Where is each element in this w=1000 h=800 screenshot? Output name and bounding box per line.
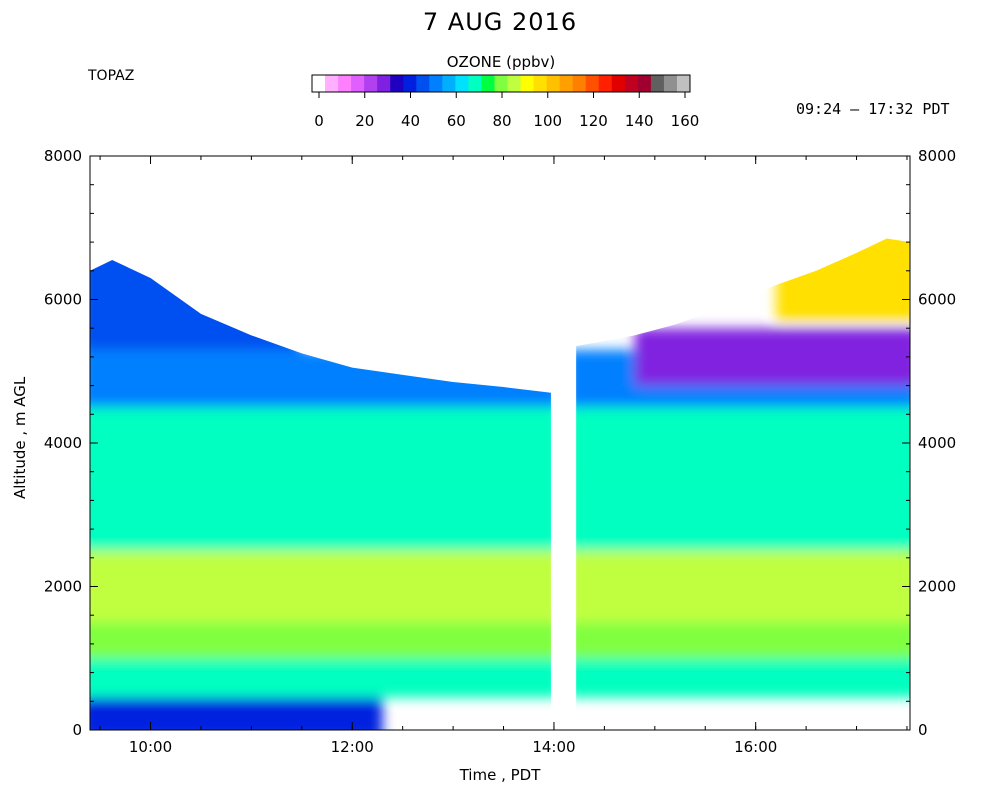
colorbar: 0 20 40 60 80 100 120 140 160 [311,74,700,130]
colorbar-swatch [572,75,587,92]
x-tick-label: 12:00 [331,738,374,756]
colorbar-swatch [559,75,574,92]
x-tick-label: 14:00 [532,738,575,756]
colorbar-tick-label: 120 [579,112,608,130]
colorbar-swatch [455,75,469,92]
colorbar-swatch [533,75,548,92]
colorbar-swatch [624,75,639,92]
colorbar-swatch [611,75,626,92]
y-tick-label-right: 4000 [918,434,956,452]
y-tick-label-right: 8000 [918,147,956,165]
colorbar-tick-label: 20 [355,112,374,130]
colorbar-swatch [364,75,378,92]
ozone-layer [90,407,551,479]
colorbar-swatch [663,75,678,92]
time-range-label: 09:24 – 17:32 PDT [796,100,950,118]
colorbar-frame [311,74,691,93]
colorbar-swatch [312,75,326,92]
curtain-left-segment [90,260,551,730]
ozone-layer [576,658,910,698]
y-tick-label-right: 6000 [918,291,956,309]
ozone-layer [775,238,910,322]
colorbar-swatch [325,75,339,92]
colorbar-swatch [403,75,417,92]
colorbar-swatch [507,75,522,92]
ozone-layer [90,550,551,623]
colorbar-swatch [338,75,352,92]
ozone-layer [90,622,551,659]
ozone-layer [90,478,551,551]
y-tick-label: 2000 [44,578,82,596]
ozone-layer [90,697,383,730]
colorbar-tick-label: 60 [447,112,466,130]
ozone-layer [576,550,910,623]
colorbar-tick-label: 160 [671,112,700,130]
y-tick-label: 4000 [44,434,82,452]
colorbar-title: OZONE (ppbv) [446,53,556,71]
station-label: TOPAZ [88,68,135,84]
x-axis-label: Time , PDT [459,766,541,784]
x-tick-label: 16:00 [734,738,777,756]
colorbar-swatch [546,75,561,92]
colorbar-swatch [598,75,613,92]
colorbar-swatch [416,75,430,92]
colorbar-swatch [390,75,404,92]
colorbar-tick-label: 140 [625,112,654,130]
y-tick-label: 0 [72,721,82,739]
colorbar-swatch [494,75,509,92]
y-tick-label: 6000 [44,291,82,309]
ozone-layer [576,478,910,551]
ozone-layer [90,260,302,350]
y-tick-label: 8000 [44,147,82,165]
colorbar-tick-label: 80 [492,112,511,130]
axes: 10:00 12:00 14:00 16:00 0 0 2000 2000 4000 4000 60… [44,147,956,756]
colorbar-tick-label: 0 [314,112,324,130]
colorbar-swatch [468,75,482,92]
colorbar-swatch [377,75,391,92]
y-tick-label-right: 2000 [918,578,956,596]
x-tick-label: 10:00 [129,738,172,756]
y-tick-label-right: 0 [918,721,928,739]
ozone-layer [576,622,910,659]
colorbar-swatch [481,75,495,92]
colorbar-swatch [351,75,365,92]
colorbar-tick-label: 40 [401,112,420,130]
chart-title: 7 AUG 2016 [422,8,578,36]
colorbar-swatch [429,75,443,92]
ozone-layer [634,328,910,386]
colorbar-swatch [637,75,652,92]
ozone-layer [576,407,910,479]
colorbar-swatch [520,75,535,92]
colorbar-swatch [676,75,691,92]
colorbar-swatch [585,75,600,92]
curtain-right-segment [576,238,910,698]
ozone-layer [90,658,551,698]
colorbar-tick-label: 100 [533,112,562,130]
colorbar-swatch [650,75,665,92]
ozone-layer [90,349,551,408]
colorbar-swatch [442,75,456,92]
